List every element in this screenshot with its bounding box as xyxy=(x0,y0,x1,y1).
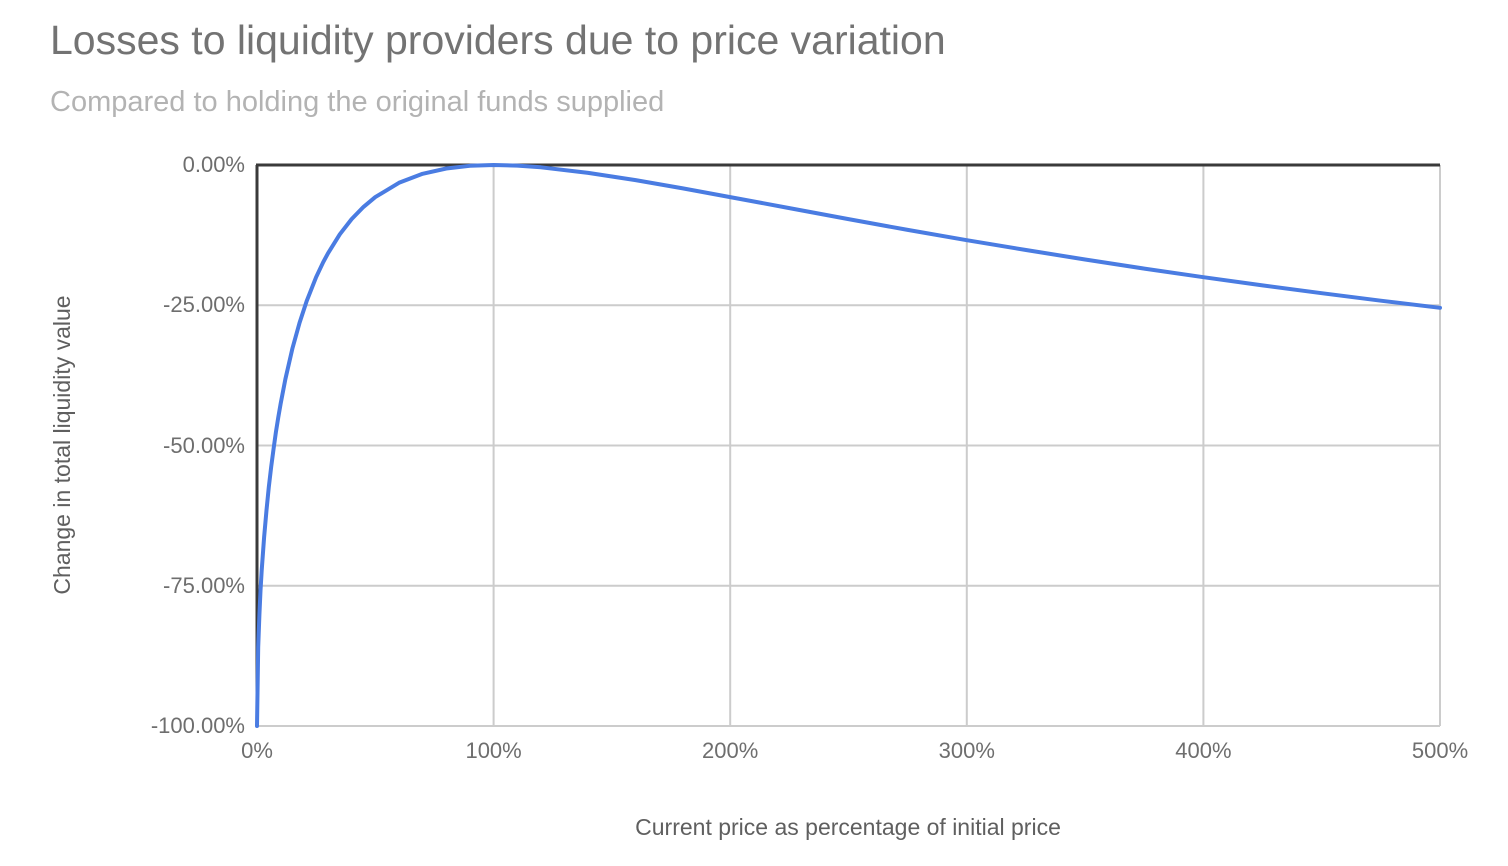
x-tick-label: 300% xyxy=(938,738,995,763)
y-tick-label: 0.00% xyxy=(182,152,245,177)
y-tick-label: -25.00% xyxy=(163,292,245,318)
x-tick-label: 500% xyxy=(1411,738,1469,763)
x-tick-label: 0% xyxy=(241,738,273,763)
x-tick-label: 400% xyxy=(1175,738,1232,763)
x-tick-label: 100% xyxy=(465,738,522,763)
chart-subtitle: Compared to holding the original funds s… xyxy=(50,86,665,118)
series-line xyxy=(255,163,1442,728)
y-axis-title: Change in total liquidity value xyxy=(49,295,75,595)
x-tick-label: 200% xyxy=(702,738,759,763)
y-tick-label: -75.00% xyxy=(163,572,245,598)
y-tick-label: -100.00% xyxy=(150,713,245,738)
y-tick-label: -50.00% xyxy=(163,432,245,458)
chart-title: Losses to liquidity providers due to pri… xyxy=(50,17,946,63)
x-axis-title: Current price as percentage of initial p… xyxy=(635,814,1061,840)
